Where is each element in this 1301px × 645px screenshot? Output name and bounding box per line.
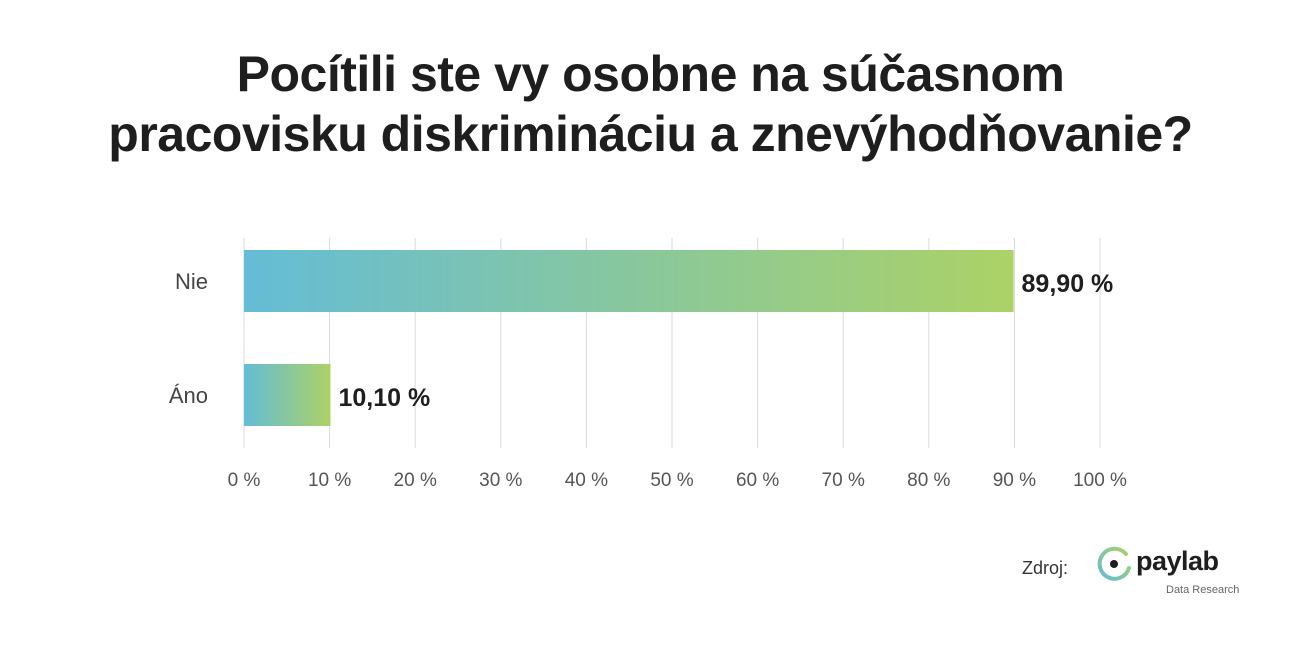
x-tick-label: 30 % [479, 470, 522, 491]
x-tick-label: 70 % [822, 470, 865, 491]
chart-title-line-1: Pocítili ste vy osobne na súčasnom [236, 46, 1065, 102]
value-label: 10,10 % [338, 384, 430, 412]
x-tick-label: 40 % [565, 470, 608, 491]
source-label: Zdroj: [1022, 558, 1069, 578]
logo-subtitle: Data Research [1166, 584, 1240, 596]
bar-1 [244, 364, 331, 426]
x-tick-label: 60 % [736, 470, 779, 491]
value-label: 89,90 % [1022, 270, 1114, 298]
x-tick-label: 0 % [228, 470, 261, 491]
bar-0 [244, 250, 1014, 312]
x-tick-label: 100 % [1073, 470, 1127, 491]
x-tick-label: 80 % [907, 470, 950, 491]
paylab-logo-icon [1097, 546, 1131, 581]
source-footer: Zdroj: paylab Data Research [1022, 542, 1262, 602]
category-label: Nie [175, 269, 208, 294]
category-label: Áno [169, 383, 208, 408]
bars [244, 250, 1014, 426]
chart-title-line-2: pracovisku diskrimináciu a znevýhodňovan… [108, 106, 1193, 162]
x-tick-label: 50 % [650, 470, 693, 491]
x-tick-label: 90 % [993, 470, 1036, 491]
x-tick-label: 20 % [394, 470, 437, 491]
labels: 0 % 10 % 20 % 30 % 40 % 50 % 60 % 70 % 80 % 90 % 1… [169, 269, 1127, 491]
chart-title: Pocítili ste vy osobne na súčasnom praco… [0, 44, 1301, 164]
x-tick-label: 10 % [308, 470, 351, 491]
logo-name: paylab [1136, 546, 1219, 576]
